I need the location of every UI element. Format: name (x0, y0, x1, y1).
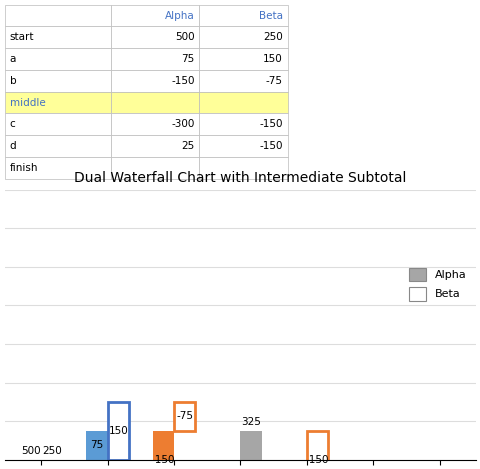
Bar (199, 26, 287, 48)
Bar (199, 135, 287, 157)
Bar (199, 48, 287, 70)
Bar (5, 70, 110, 92)
Text: 500: 500 (21, 446, 40, 456)
Text: -150: -150 (151, 454, 175, 465)
Bar (240, 431, 261, 460)
Text: -150: -150 (259, 119, 282, 129)
Text: 250: 250 (42, 446, 62, 456)
Text: middle: middle (10, 98, 45, 107)
Text: -75: -75 (176, 411, 193, 421)
Bar (86, 431, 108, 460)
Bar (199, 5, 287, 26)
Text: finish: finish (10, 163, 38, 173)
Text: 150: 150 (108, 426, 128, 436)
Bar (219, 460, 240, 469)
Text: -75: -75 (265, 76, 282, 86)
Bar (418, 460, 439, 469)
Bar (199, 92, 287, 113)
Bar (174, 402, 195, 431)
Bar (5, 92, 110, 113)
Legend: Alpha, Beta: Alpha, Beta (404, 264, 469, 305)
Title: Dual Waterfall Chart with Intermediate Subtotal: Dual Waterfall Chart with Intermediate S… (74, 171, 406, 184)
Bar (5, 135, 110, 157)
Bar (199, 113, 287, 135)
Bar (110, 113, 199, 135)
Bar (199, 157, 287, 179)
Bar (110, 26, 199, 48)
Text: -150: -150 (305, 454, 329, 465)
Bar (306, 431, 327, 469)
Bar (110, 135, 199, 157)
Bar (153, 431, 174, 469)
Text: 250: 250 (263, 32, 282, 42)
Bar (110, 48, 199, 70)
Text: Beta: Beta (258, 11, 282, 21)
Bar (110, 70, 199, 92)
Text: Alpha: Alpha (165, 11, 194, 21)
Text: -150: -150 (171, 76, 194, 86)
Text: -150: -150 (259, 141, 282, 151)
Bar (5, 26, 110, 48)
Text: 500: 500 (175, 32, 194, 42)
Text: -300: -300 (171, 119, 194, 129)
Text: 75: 75 (90, 440, 104, 450)
Text: b: b (10, 76, 16, 86)
Text: 150: 150 (263, 54, 282, 64)
Bar (110, 92, 199, 113)
Text: c: c (10, 119, 15, 129)
Text: d: d (10, 141, 16, 151)
Bar (5, 113, 110, 135)
Bar (5, 157, 110, 179)
Text: 325: 325 (240, 417, 261, 427)
Bar (108, 402, 129, 460)
Bar (110, 157, 199, 179)
Bar (439, 460, 460, 469)
Bar (5, 48, 110, 70)
Bar (199, 70, 287, 92)
Bar (110, 5, 199, 26)
Text: a: a (10, 54, 16, 64)
Text: 75: 75 (181, 54, 194, 64)
Text: 25: 25 (181, 141, 194, 151)
Text: start: start (10, 32, 34, 42)
Bar (5, 5, 110, 26)
